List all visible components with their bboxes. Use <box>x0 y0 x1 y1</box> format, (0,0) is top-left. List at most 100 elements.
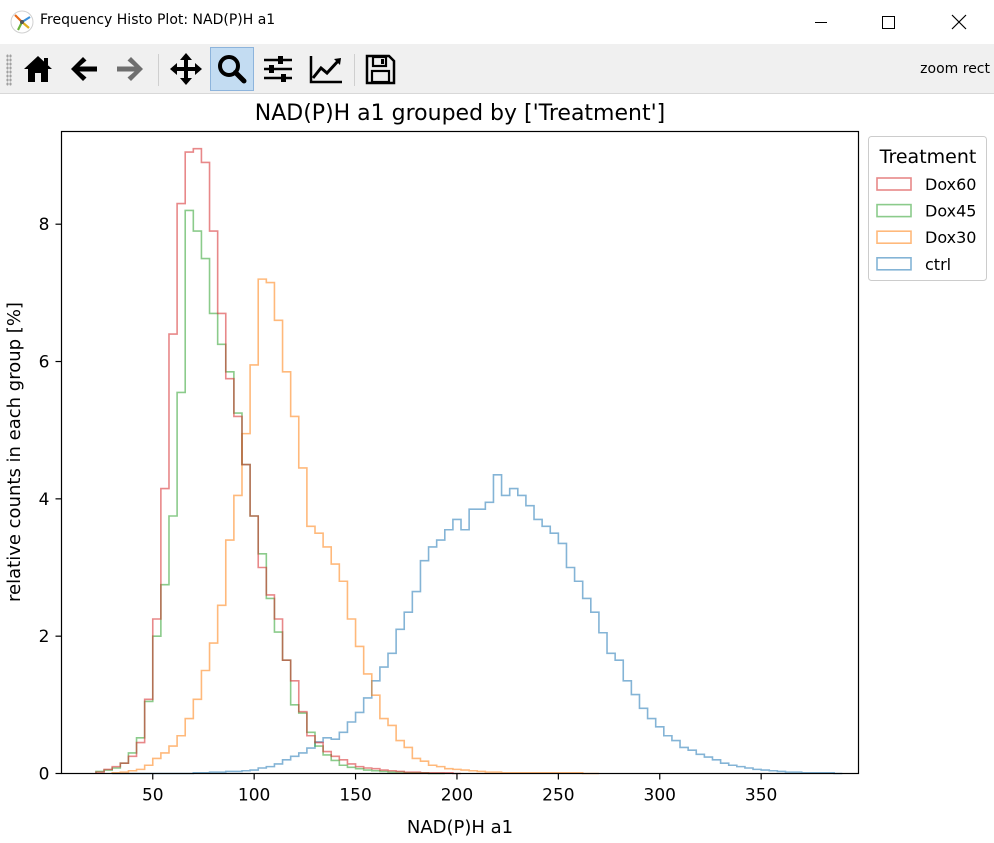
arrow-right-icon <box>117 57 143 81</box>
legend-swatch <box>876 203 912 218</box>
histogram-bin <box>396 741 404 774</box>
histogram-bin <box>291 416 299 773</box>
histogram-bin <box>583 598 591 773</box>
histogram-bin <box>356 646 364 773</box>
histogram-bin <box>291 756 299 773</box>
histogram-series-group <box>95 147 843 775</box>
histogram-bin <box>193 231 201 773</box>
histogram-bin <box>283 660 291 773</box>
toolbar-grip[interactable] <box>6 54 12 86</box>
histogram-bin <box>161 753 169 774</box>
histogram-bin <box>542 526 550 773</box>
histogram-bin <box>291 681 299 774</box>
histogram-bin <box>445 530 453 774</box>
histogram-bin <box>566 568 574 774</box>
x-axis-label: NAD(P)H a1 <box>407 817 513 838</box>
histogram-bin <box>153 619 161 773</box>
histogram-bin <box>388 725 396 773</box>
histogram-bin <box>185 719 193 774</box>
histogram-bin <box>153 758 161 773</box>
histogram-bin <box>274 619 282 773</box>
histogram-bin <box>615 660 623 773</box>
legend-label: Dox60 <box>925 175 976 194</box>
histogram-bin <box>331 756 339 773</box>
histogram-bin <box>177 204 185 774</box>
close-button[interactable] <box>924 0 994 44</box>
histogram-bin <box>218 344 226 773</box>
histogram-bin <box>299 468 307 774</box>
minimize-button[interactable] <box>786 0 856 44</box>
histogram-bin <box>347 764 355 774</box>
home-icon <box>24 56 52 82</box>
histogram-bin <box>242 465 250 774</box>
zoom-button[interactable] <box>210 47 254 91</box>
histogram-bin <box>145 699 153 773</box>
maximize-button[interactable] <box>853 0 923 44</box>
histogram-bin <box>210 643 218 773</box>
chart-title: NAD(P)H a1 grouped by ['Treatment'] <box>255 101 665 126</box>
histogram-bin <box>234 416 242 773</box>
histogram-bin <box>372 695 380 773</box>
histogram-bin <box>639 708 647 773</box>
legend-title: Treatment <box>879 146 977 168</box>
histogram-bin <box>712 760 720 774</box>
histogram-bin <box>234 413 242 773</box>
histogram-bin <box>680 747 688 773</box>
histogram-bin <box>404 612 412 773</box>
histogram-bin <box>558 543 566 773</box>
histogram-bin <box>518 495 526 773</box>
histogram-bin <box>323 547 331 774</box>
histogram-bin <box>485 502 493 773</box>
histogram-bin <box>599 633 607 774</box>
histogram-chart: 50 100 150 200 250 300 350 0 2 4 6 8 NAD(P)H a1 gro… <box>4 101 987 838</box>
axis-ticks: 50 100 150 200 250 300 350 0 2 4 6 8 <box>39 215 778 805</box>
pan-button[interactable] <box>164 47 208 91</box>
histogram-bin <box>623 681 631 774</box>
histogram-bin <box>315 533 323 773</box>
histogram-bin <box>315 743 323 774</box>
histogram-bin <box>226 540 234 773</box>
configure-subplots-button[interactable] <box>256 47 300 91</box>
histogram-bin <box>250 516 258 773</box>
histogram-step-ctrl <box>112 474 843 775</box>
histogram-bin <box>648 719 656 774</box>
histogram-bin <box>502 495 510 773</box>
app-icon <box>10 10 34 34</box>
histogram-bin <box>575 581 583 773</box>
histogram-bin <box>193 149 201 774</box>
histogram-bin <box>526 506 534 774</box>
histogram-bin <box>307 732 315 773</box>
toolbar: zoom rect <box>0 44 994 94</box>
histogram-bin <box>380 667 388 773</box>
magnifier-icon <box>218 55 247 84</box>
histogram-bin <box>299 713 307 773</box>
histogram-bin <box>185 210 193 773</box>
histogram-bin <box>429 547 437 774</box>
close-icon <box>951 14 967 30</box>
y-axis-label: relative counts in each group [%] <box>4 302 25 602</box>
histogram-bin <box>169 746 177 773</box>
edit-axis-button[interactable] <box>304 47 348 91</box>
home-button[interactable] <box>16 47 60 91</box>
back-button[interactable] <box>62 47 106 91</box>
histogram-bin <box>266 595 274 774</box>
histogram-bin <box>210 313 218 773</box>
legend-label: ctrl <box>925 255 951 274</box>
histogram-bin <box>550 533 558 773</box>
series-dox30 <box>111 278 599 775</box>
forward-button[interactable] <box>108 47 152 91</box>
histogram-bin <box>218 605 226 773</box>
histogram-bin <box>461 530 469 774</box>
histogram-bin <box>420 761 428 773</box>
histogram-bin <box>234 495 242 773</box>
histogram-bin <box>493 475 501 774</box>
legend-item-dox30: Dox30 <box>876 228 976 247</box>
histogram-bin <box>347 619 355 773</box>
histogram-bin <box>339 765 347 773</box>
legend-swatch <box>876 230 912 244</box>
histogram-bin <box>534 519 542 773</box>
save-button[interactable] <box>358 47 402 91</box>
histogram-bin <box>307 736 315 774</box>
x-tick-label: 250 <box>542 786 574 806</box>
title-bar: Frequency Histo Plot: NAD(P)H a1 <box>0 0 994 44</box>
